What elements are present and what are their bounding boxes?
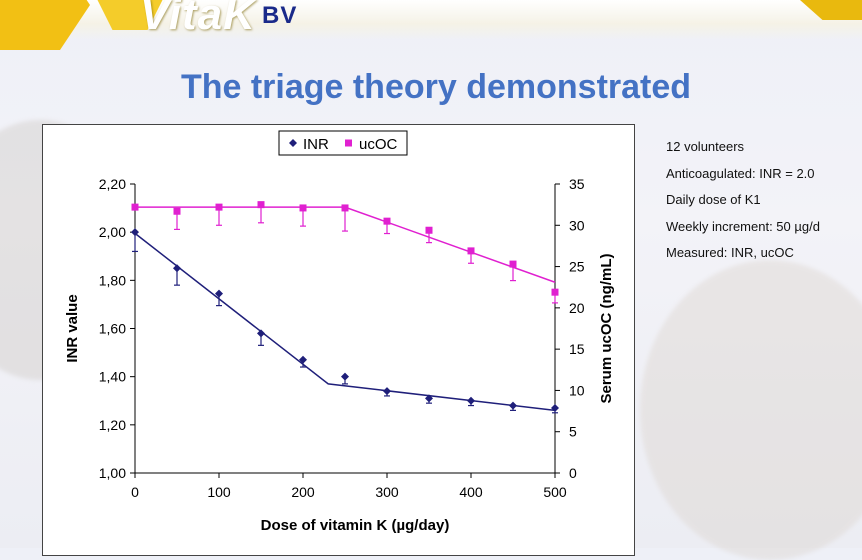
y-tick-label-right: 30 bbox=[569, 217, 585, 233]
inr-point bbox=[509, 401, 517, 410]
inr-point bbox=[299, 355, 307, 364]
slide-title: The triage theory demonstrated bbox=[180, 68, 692, 106]
note-line: Measured: INR, ucOC bbox=[666, 245, 794, 260]
y-axis-label: INR value bbox=[64, 294, 81, 362]
ucoc-point bbox=[215, 203, 223, 211]
y-tick-label-left: 1,60 bbox=[99, 321, 126, 337]
x-axis-label: Dose of vitamin K (µg/day) bbox=[261, 517, 450, 534]
brand-logo: VitaK bbox=[140, 0, 256, 39]
y-tick-label-right: 35 bbox=[569, 176, 585, 192]
inr-point bbox=[215, 289, 223, 298]
y-tick-label-left: 1,80 bbox=[99, 272, 126, 288]
inr-point bbox=[383, 387, 391, 396]
legend-marker-ucoc bbox=[345, 139, 352, 147]
ucoc-point bbox=[173, 207, 181, 215]
y-tick-label-right: 0 bbox=[569, 465, 577, 481]
legend-label-ucoc: ucOC bbox=[359, 136, 398, 153]
x-tick-label: 100 bbox=[207, 484, 231, 500]
x-tick-label: 0 bbox=[131, 484, 139, 500]
inr-point bbox=[467, 396, 475, 405]
chart: 1,00 1,20 1,40 1,60 1,80 2,00 2,20 0 5 10 15 20 25 30… bbox=[64, 130, 615, 534]
y-tick-label-right: 10 bbox=[569, 382, 585, 398]
y-tick-label-left: 2,00 bbox=[99, 224, 126, 240]
x-tick-label: 400 bbox=[459, 484, 483, 500]
y-tick-label-right: 15 bbox=[569, 341, 585, 357]
inr-point bbox=[257, 329, 265, 338]
inr-point bbox=[425, 394, 433, 403]
inr-trend-line bbox=[134, 232, 556, 412]
ucoc-point bbox=[257, 201, 265, 209]
y-tick-label-right: 5 bbox=[569, 424, 577, 440]
inr-point bbox=[551, 403, 559, 412]
ucoc-point bbox=[341, 204, 349, 212]
note-line: Anticoagulated: INR = 2.0 bbox=[666, 165, 815, 181]
ucoc-point bbox=[425, 226, 433, 234]
y-tick-label-left: 1,40 bbox=[99, 369, 126, 385]
note-line: Daily dose of K1 bbox=[666, 192, 761, 207]
hexagon-decoration bbox=[0, 0, 90, 50]
x-tick-label: 200 bbox=[291, 484, 315, 500]
ucoc-point bbox=[551, 288, 559, 296]
y-tick-label-right: 25 bbox=[569, 259, 585, 275]
ucoc-point bbox=[467, 247, 475, 255]
ucoc-point bbox=[131, 203, 139, 211]
x-tick-label: 500 bbox=[543, 484, 567, 500]
ucoc-point bbox=[299, 204, 307, 212]
legend-label-inr: INR bbox=[303, 136, 329, 153]
y-tick-label-left: 2,20 bbox=[99, 176, 126, 192]
side-notes: 12 volunteers Anticoagulated: INR = 2.0 … bbox=[666, 138, 856, 271]
note-line: Weekly increment: 50 µg/d bbox=[666, 218, 820, 234]
ucoc-point bbox=[509, 260, 517, 268]
background-blob bbox=[640, 260, 862, 560]
brand-logo-suffix: BV bbox=[262, 2, 298, 29]
inr-point bbox=[341, 372, 349, 381]
x-tick-label: 300 bbox=[375, 484, 399, 500]
inr-point bbox=[173, 264, 181, 273]
legend-box bbox=[278, 130, 408, 156]
inr-point bbox=[131, 228, 139, 237]
ucoc-point bbox=[383, 217, 391, 225]
y-tick-label-right: 20 bbox=[569, 300, 585, 316]
y2-axis-label: Serum ucOC (ng/mL) bbox=[598, 253, 615, 403]
chart-frame: 1,00 1,20 1,40 1,60 1,80 2,00 2,20 0 5 10 15 20 25 30… bbox=[42, 124, 635, 556]
y-tick-label-left: 1,20 bbox=[99, 417, 126, 433]
y-tick-label-left: 1,00 bbox=[99, 465, 126, 481]
legend-marker-inr bbox=[289, 139, 297, 147]
note-line: 12 volunteers bbox=[666, 139, 745, 154]
